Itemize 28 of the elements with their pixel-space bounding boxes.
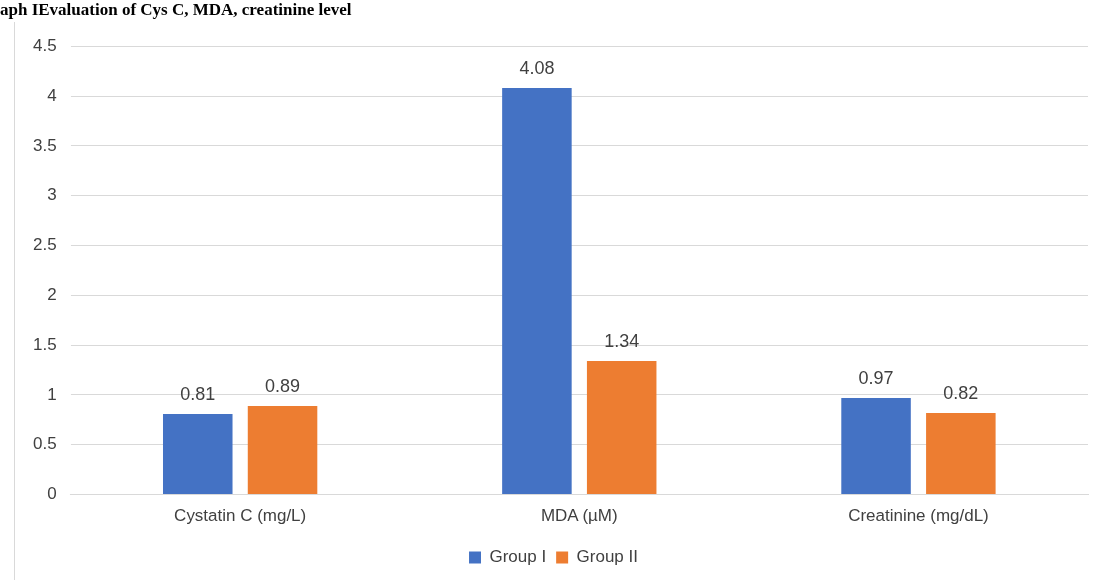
data-label: 0.97 — [858, 367, 894, 388]
bar — [502, 88, 572, 495]
bar — [247, 405, 318, 495]
legend-label: Group I — [489, 547, 547, 567]
data-label: 0.82 — [943, 382, 979, 403]
y-tick-label: 3.5 — [32, 135, 57, 155]
legend-label: Group II — [576, 547, 638, 567]
y-tick-label: 1 — [47, 384, 57, 404]
y-tick-label: 0.5 — [32, 434, 57, 454]
chart-title: aph IEvaluation of Cys C, MDA, creatinine level — [0, 0, 352, 20]
y-tick-label: 4.5 — [32, 35, 57, 55]
data-label: 0.81 — [180, 383, 216, 404]
x-tick-label: Creatinine (mg/dL) — [848, 506, 989, 526]
y-tick-label: 0 — [47, 484, 57, 504]
data-label: 1.34 — [604, 331, 640, 352]
bar — [586, 361, 657, 495]
data-label: 4.08 — [519, 58, 555, 79]
x-tick-label: Cystatin C (mg/L) — [174, 506, 307, 526]
bar — [163, 413, 233, 495]
y-tick-label: 4 — [47, 85, 57, 105]
bar — [926, 412, 996, 495]
x-tick-label: MDA (µM) — [540, 506, 618, 526]
data-label: 0.89 — [265, 375, 301, 396]
y-tick-label: 1.5 — [32, 334, 57, 354]
y-tick-label: 2 — [47, 284, 57, 304]
bar — [841, 397, 911, 495]
y-tick-label: 2.5 — [32, 235, 57, 255]
y-tick-label: 3 — [47, 185, 57, 205]
